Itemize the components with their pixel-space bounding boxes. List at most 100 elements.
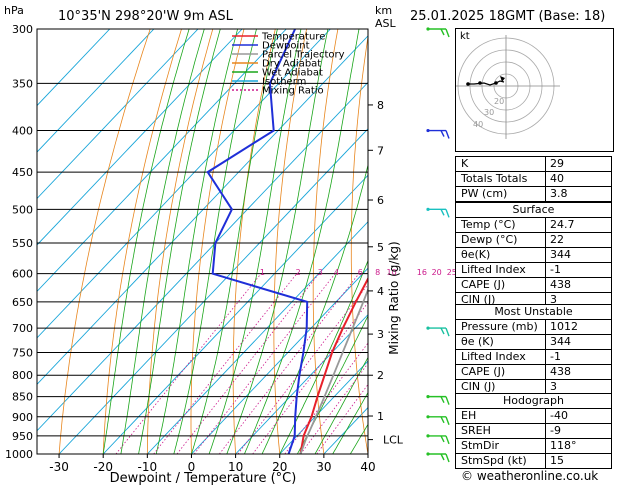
- pressure-tick-label: 600: [12, 268, 33, 281]
- index-row-tt: Totals Totals 40: [455, 171, 612, 187]
- series-dewpoint: [206, 29, 309, 454]
- legend-entry: Wet Adiabat: [262, 68, 323, 79]
- pressure-tick-label: 900: [12, 411, 33, 424]
- mu-row: θe (K) 344: [455, 334, 612, 350]
- hodograph-panel: kt 20 30 40: [455, 28, 614, 152]
- pressure-isobars: [37, 29, 368, 454]
- wind-barb-base: [426, 395, 430, 399]
- legend-entry: Temperature: [261, 32, 325, 43]
- isotherm-line: [58, 128, 368, 454]
- hodo-point: [494, 81, 498, 85]
- mixing-ratio-label: 16: [417, 268, 427, 277]
- mixing-ratio-label: 1: [260, 268, 265, 277]
- wind-barb-base: [426, 207, 430, 211]
- mixing-ratio-label: 3: [318, 268, 323, 277]
- mixing-ratio-line: [153, 273, 298, 454]
- surface-row: θe(K) 344: [455, 247, 612, 263]
- x-tick-label: 0: [188, 460, 196, 474]
- wet-adiabat-line: [332, 391, 368, 454]
- dry-adiabat-line: [350, 34, 368, 454]
- wind-barb-base: [426, 415, 430, 419]
- pressure-tick-label: 650: [12, 296, 33, 309]
- x-tick-label: -30: [49, 460, 69, 474]
- wind-barb-base: [426, 434, 430, 438]
- sounding-series: [206, 29, 368, 454]
- isotherm-line: [37, 29, 155, 153]
- pressure-tick-label: 950: [12, 430, 33, 443]
- hodograph-table: Hodograph EH -40 SREH -9 StmDir 118° StmSpd…: [455, 393, 612, 469]
- dry-adiabat-line: [424, 29, 457, 454]
- hodo-row: SREH -9: [455, 423, 612, 439]
- mixing-ratio-label: 4: [334, 268, 339, 277]
- wind-barb-flag: [445, 396, 450, 405]
- wind-barb: [426, 326, 450, 337]
- dry-adiabat-line: [102, 29, 182, 454]
- hodo-ring-label-20: 20: [494, 97, 504, 106]
- surface-title: Surface: [455, 202, 612, 218]
- x-tick-label: -10: [138, 460, 158, 474]
- wet-adiabat-line: [102, 29, 190, 454]
- pressure-tick-label: 800: [12, 369, 33, 382]
- mixing-ratio-label: 10: [387, 268, 397, 277]
- pressure-tick-label: 300: [12, 23, 33, 36]
- wind-barb: [426, 27, 450, 38]
- x-tick-label: 40: [360, 460, 375, 474]
- wet-adiabat-line: [314, 356, 368, 454]
- hodograph-plot: 20 30 40: [456, 35, 560, 139]
- isotherm-line: [37, 29, 287, 293]
- pressure-tick-label: 700: [12, 322, 33, 335]
- footer-credit[interactable]: © weatheronline.co.uk: [461, 469, 599, 483]
- x-tick-label: 20: [272, 460, 287, 474]
- wet-adiabat-line: [297, 314, 368, 454]
- isotherm-line: [191, 267, 368, 454]
- isotherm-line: [37, 29, 199, 200]
- hpa-unit-label: hPa: [4, 4, 24, 17]
- wind-barb-flag: [440, 130, 445, 137]
- legend-entry: Mixing Ratio: [262, 86, 324, 97]
- hodo-ring-label-40: 40: [473, 120, 483, 129]
- wind-barb-base: [426, 27, 430, 31]
- index-row-pw: PW (cm) 3.8: [455, 186, 612, 202]
- pressure-tick-label: 850: [12, 391, 33, 404]
- wind-barb-flag: [445, 453, 450, 463]
- pressure-tick-label: 550: [12, 237, 33, 250]
- x-tick-label: 30: [316, 460, 331, 474]
- wind-barb: [426, 128, 450, 139]
- km-tick-label: 4: [377, 285, 384, 298]
- legend-entry: Parcel Trajectory: [262, 50, 345, 61]
- wind-barb-flag: [440, 209, 445, 216]
- hodo-ring-label-30: 30: [484, 108, 494, 117]
- km-tick-label: 7: [377, 144, 384, 157]
- hodograph-table-title: Hodograph: [455, 393, 612, 409]
- wind-barb-flag: [440, 435, 445, 443]
- mu-row: CIN (J) 3: [455, 379, 612, 395]
- lcl-label: LCL: [383, 434, 404, 447]
- mu-row: Lifted Index -1: [455, 349, 612, 365]
- asl-label: ASL: [375, 17, 397, 30]
- mixing-ratio-label: 25: [447, 268, 457, 277]
- km-tick-label: 6: [377, 194, 384, 207]
- legend-entry: Isotherm: [262, 77, 306, 88]
- wind-barb: [426, 415, 450, 426]
- index-row-k: K 29: [455, 156, 612, 172]
- mixing-ratio-labels: 1 2 3 4 6 8 10 16 20 25: [260, 268, 457, 277]
- dry-adiabat-line: [619, 29, 629, 454]
- wind-barb-flag: [445, 28, 450, 38]
- series-temperature: [299, 276, 368, 454]
- mu-row: Pressure (mb) 1012: [455, 319, 612, 335]
- wind-barb-flag: [440, 396, 445, 403]
- wind-barb-flag: [440, 28, 445, 36]
- hodo-point: [466, 82, 470, 86]
- km-tick-label: 3: [377, 328, 384, 341]
- hodograph-unit: kt: [460, 31, 470, 42]
- isotherm-line: [279, 360, 368, 454]
- valid-time: 25.01.2025 18GMT (Base: 18): [410, 9, 606, 24]
- x-axis-title: Dewpoint / Temperature (°C): [110, 471, 297, 486]
- km-tick-label: 2: [377, 369, 384, 382]
- hodo-trace: [468, 80, 505, 86]
- wind-barb-flag: [445, 130, 450, 139]
- km-tick-label: 5: [377, 241, 384, 254]
- wind-barbs: [426, 27, 450, 463]
- dry-adiabat-line: [190, 29, 245, 454]
